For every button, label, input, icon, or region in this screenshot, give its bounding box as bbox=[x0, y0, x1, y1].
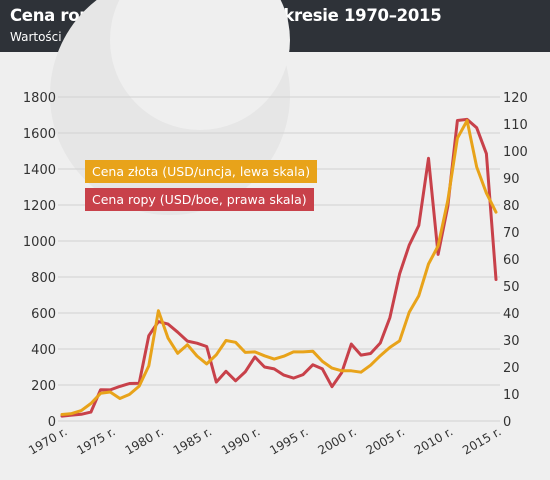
y-tick-left-label: 400 bbox=[31, 343, 56, 358]
oil-price-line bbox=[60, 117, 498, 418]
y-tick-right-label: 100 bbox=[503, 145, 528, 160]
y-tick-left-label: 1000 bbox=[23, 235, 56, 250]
x-axis: 1970 r. 1975 r. 1980 r. 1985 r. 1990 r. 1995 … bbox=[26, 424, 503, 457]
legend-gold: Cena złota (USD/uncja, lewa skala) bbox=[85, 160, 318, 183]
y-tick-left-label: 600 bbox=[31, 307, 56, 322]
y-tick-left-label: 1200 bbox=[23, 199, 56, 214]
x-tick-label: 1980 r. bbox=[123, 424, 166, 457]
x-tick-label: 1990 r. bbox=[219, 424, 262, 457]
y-tick-right-label: 90 bbox=[503, 172, 520, 187]
y-tick-right-label: 20 bbox=[503, 361, 520, 376]
y-tick-right-label: 120 bbox=[503, 91, 528, 106]
y-tick-left-label: 800 bbox=[31, 271, 56, 286]
y-axis-left: 0 200 400 600 800 1000 1200 1400 1600 1800 bbox=[23, 91, 56, 430]
y-tick-right-label: 80 bbox=[503, 199, 520, 214]
y-tick-left-label: 200 bbox=[31, 379, 56, 394]
x-tick-label: 2010 r. bbox=[412, 424, 455, 457]
y-tick-right-label: 110 bbox=[503, 118, 528, 133]
y-tick-right-label: 10 bbox=[503, 388, 520, 403]
y-tick-right-label: 50 bbox=[503, 280, 520, 295]
y-tick-right-label: 30 bbox=[503, 334, 520, 349]
x-tick-label: 2015 r. bbox=[460, 424, 503, 457]
y-tick-right-label: 60 bbox=[503, 253, 520, 268]
legend-oil: Cena ropy (USD/boe, prawa skala) bbox=[85, 188, 314, 211]
y-tick-right-label: 0 bbox=[503, 415, 511, 430]
y-tick-left-label: 1600 bbox=[23, 127, 56, 142]
x-tick-label: 2000 r. bbox=[315, 424, 358, 457]
series-lines bbox=[60, 117, 498, 418]
x-tick-label: 2005 r. bbox=[364, 424, 407, 457]
gold-price-line bbox=[60, 119, 498, 416]
y-tick-left-label: 1800 bbox=[23, 91, 56, 106]
y-axis-right: 0 10 20 30 40 50 60 70 80 90 100 110 120 bbox=[503, 91, 528, 430]
y-tick-right-label: 70 bbox=[503, 226, 520, 241]
y-tick-right-label: 40 bbox=[503, 307, 520, 322]
y-tick-left-label: 1400 bbox=[23, 163, 56, 178]
x-tick-label: 1995 r. bbox=[267, 424, 310, 457]
x-tick-label: 1985 r. bbox=[171, 424, 214, 457]
y-tick-left-label: 0 bbox=[48, 415, 56, 430]
x-tick-label: 1975 r. bbox=[74, 424, 117, 457]
